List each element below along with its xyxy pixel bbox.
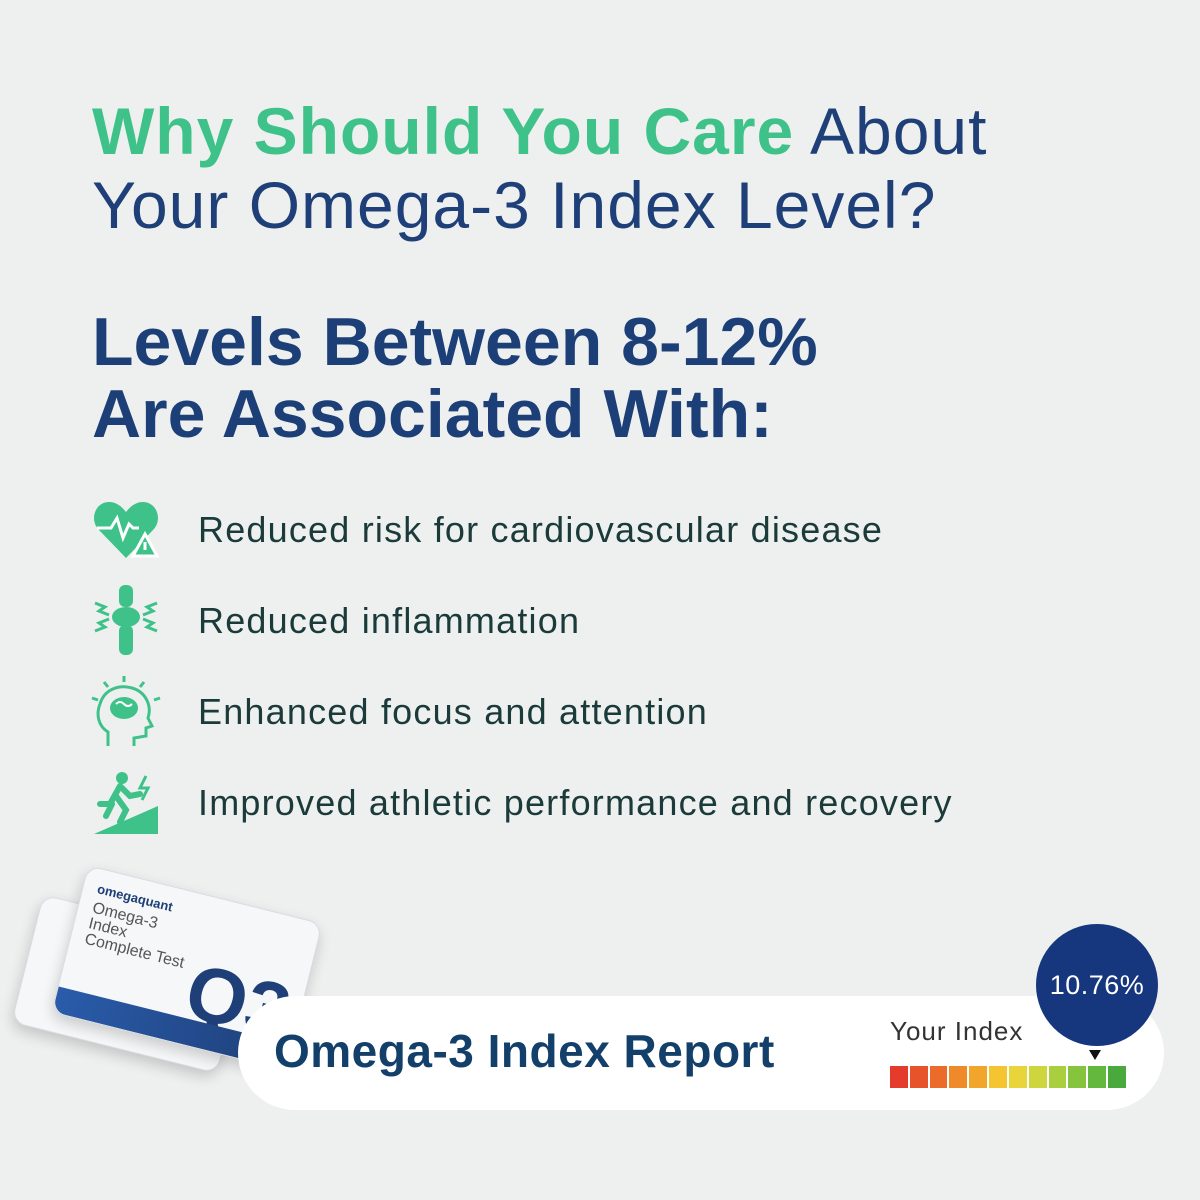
scale-segment	[1088, 1066, 1107, 1088]
headline-rest: About	[794, 94, 988, 168]
runner-uphill-icon	[88, 765, 164, 841]
headline-line2: Your Omega-3 Index Level?	[92, 168, 937, 242]
joint-inflammation-icon	[88, 583, 164, 659]
index-color-scale	[890, 1066, 1126, 1088]
scale-segment	[1008, 1066, 1027, 1088]
subhead-line2: Are Associated With:	[92, 376, 773, 452]
benefit-item: Reduced inflammation	[88, 575, 1148, 666]
benefit-item: Improved athletic performance and recove…	[88, 757, 1148, 848]
scale-segment	[949, 1066, 968, 1088]
benefit-item: Reduced risk for cardiovascular disease	[88, 484, 1148, 575]
scale-segment	[929, 1066, 948, 1088]
benefits-list: Reduced risk for cardiovascular disease …	[88, 484, 1148, 848]
benefit-label: Enhanced focus and attention	[198, 690, 708, 732]
report-title: Omega-3 Index Report	[274, 1025, 775, 1077]
benefit-label: Reduced inflammation	[198, 599, 581, 641]
scale-segment	[890, 1066, 908, 1088]
index-pointer-icon	[1089, 1050, 1101, 1060]
scale-segment	[1028, 1066, 1047, 1088]
benefit-label: Improved athletic performance and recove…	[198, 781, 953, 823]
scale-segment	[989, 1066, 1007, 1088]
index-value-badge: 10.76%	[1036, 924, 1158, 1046]
scale-segment	[969, 1066, 988, 1088]
your-index-label: Your Index	[890, 1016, 1024, 1046]
brain-focus-icon	[88, 674, 164, 750]
benefit-item: Enhanced focus and attention	[88, 666, 1148, 757]
heart-warning-icon	[88, 492, 164, 568]
scale-segment	[1048, 1066, 1067, 1088]
scale-segment	[909, 1066, 928, 1088]
subhead-line1: Levels Between 8-12%	[92, 304, 818, 380]
benefit-label: Reduced risk for cardiovascular disease	[198, 508, 884, 550]
kit-title: Omega-3 Index Complete Test	[82, 899, 187, 972]
headline-accent: Why Should You Care	[92, 94, 795, 168]
report-banner	[238, 996, 1164, 1110]
subheadline: Levels Between 8-12% Are Associated With…	[92, 306, 1152, 450]
scale-segment	[1108, 1066, 1126, 1088]
index-value: 10.76%	[1049, 969, 1145, 1000]
headline: Why Should You Care About Your Omega-3 I…	[92, 94, 1152, 242]
scale-segment	[1068, 1066, 1087, 1088]
